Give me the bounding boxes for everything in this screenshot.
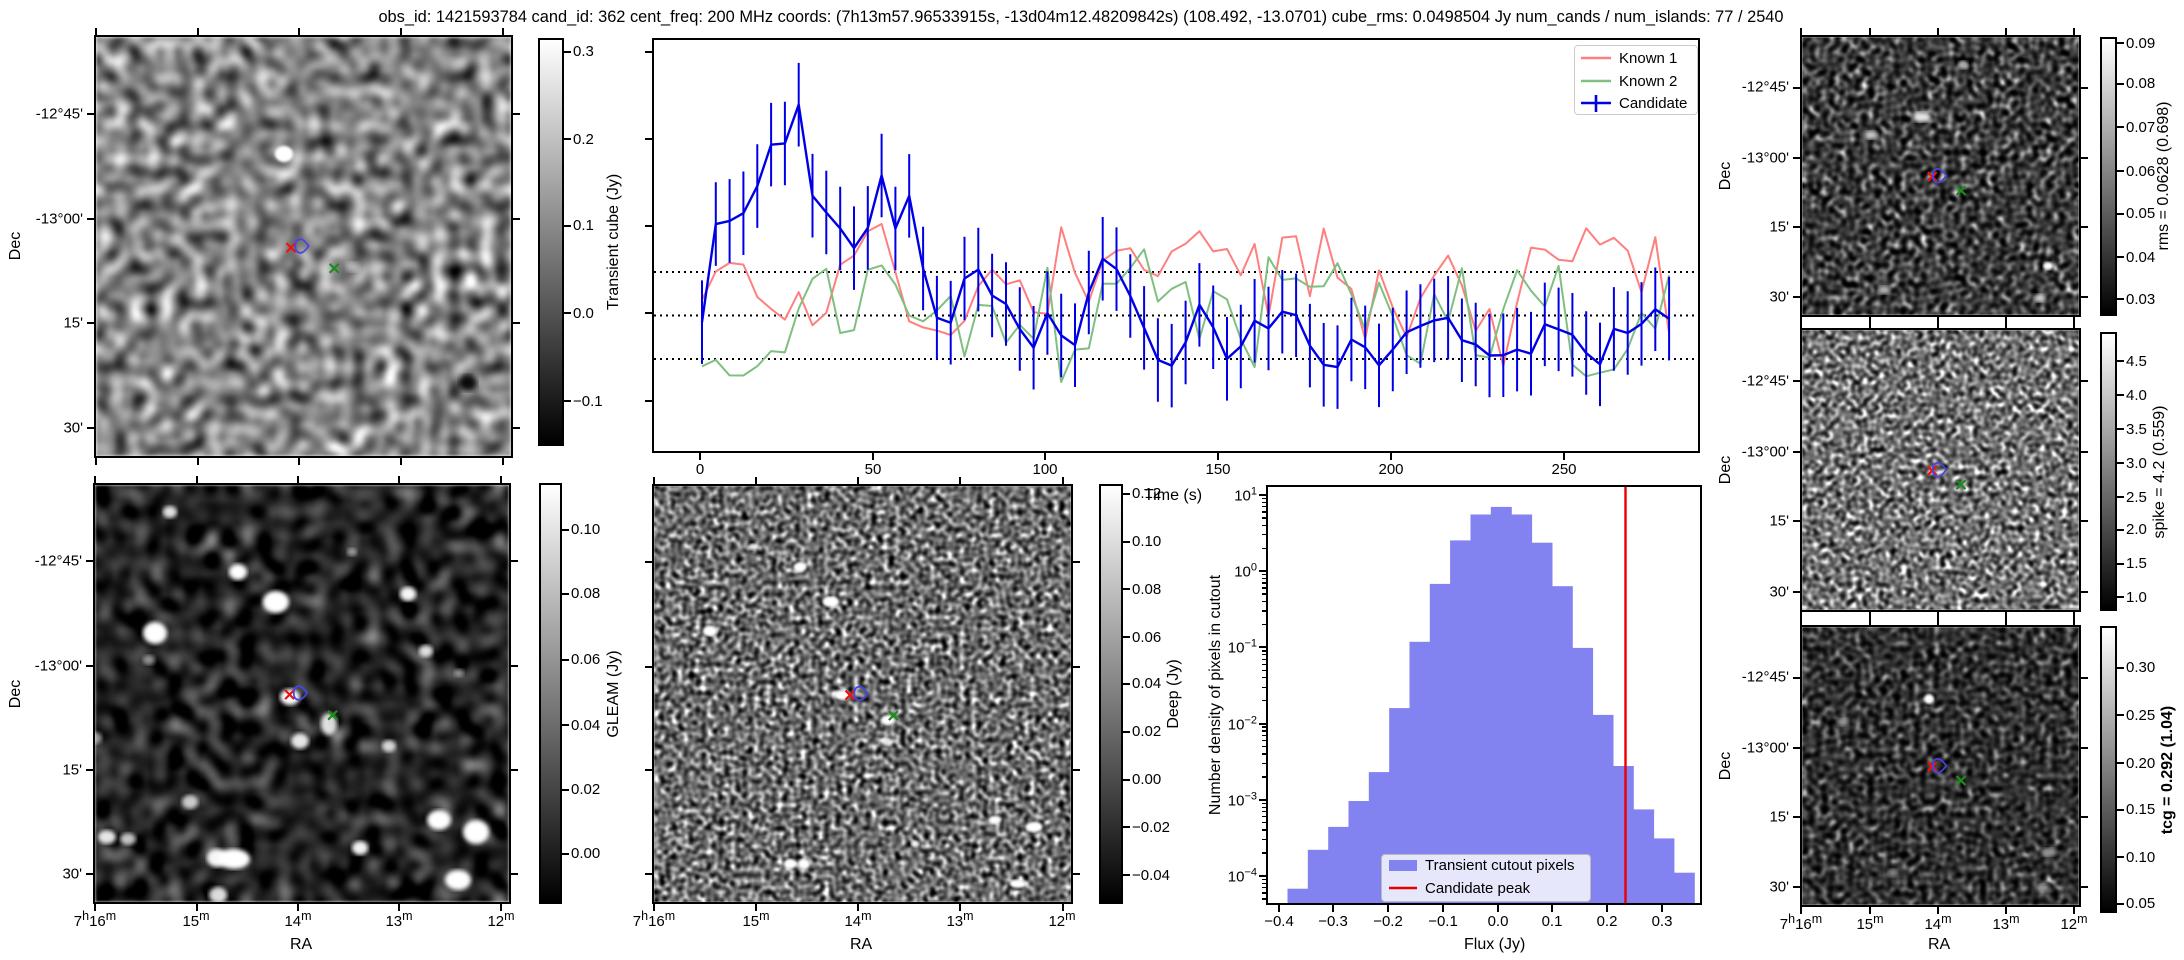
svg-text:Known 1: Known 1 bbox=[1619, 50, 1677, 67]
svg-text:Candidate: Candidate bbox=[1619, 95, 1687, 112]
svg-text:Transient cutout pixels: Transient cutout pixels bbox=[1425, 857, 1575, 874]
svg-text:Candidate peak: Candidate peak bbox=[1425, 880, 1531, 897]
svg-text:Known 2: Known 2 bbox=[1619, 73, 1677, 90]
